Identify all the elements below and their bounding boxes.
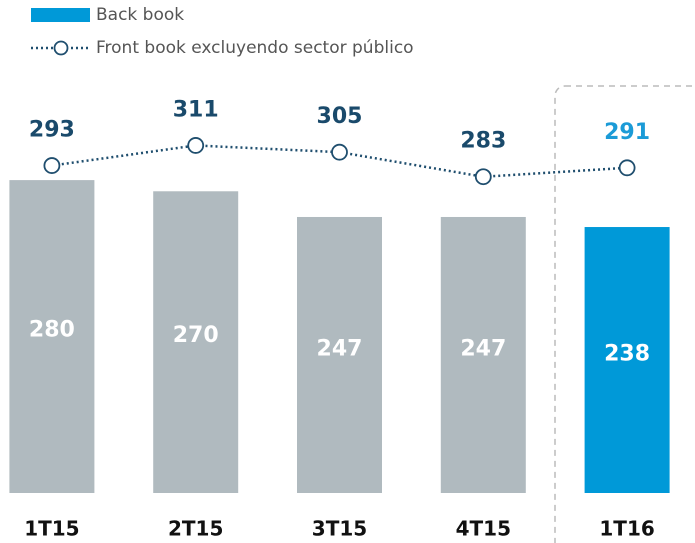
line-marker bbox=[43, 157, 61, 174]
line-marker bbox=[618, 159, 636, 177]
x-tick-label: 1T15 bbox=[24, 517, 79, 541]
bar bbox=[9, 180, 95, 493]
bar bbox=[440, 216, 526, 494]
line-marker bbox=[474, 168, 492, 186]
bar-value-label: 247 bbox=[317, 336, 363, 361]
bar-value-label: 280 bbox=[29, 317, 75, 342]
line-marker bbox=[187, 137, 205, 154]
legend-swatch-marker bbox=[53, 40, 69, 56]
line bbox=[51, 144, 628, 179]
legend-swatch-bar bbox=[31, 8, 90, 22]
line-value-label: 305 bbox=[317, 104, 363, 129]
x-tick-label: 1T16 bbox=[599, 517, 654, 541]
bar-value-label: 238 bbox=[604, 342, 650, 367]
bar-value-label: 247 bbox=[460, 336, 506, 361]
legend-label: Back book bbox=[96, 5, 184, 25]
line-value-label: 291 bbox=[604, 120, 650, 145]
line-value-label: 293 bbox=[29, 118, 75, 143]
bar bbox=[297, 216, 382, 494]
legend-label: Front book excluyendo sector público bbox=[96, 38, 414, 58]
bar bbox=[584, 227, 670, 493]
line-marker bbox=[331, 143, 348, 161]
line-value-label: 311 bbox=[173, 97, 219, 122]
x-tick-label: 4T15 bbox=[456, 517, 511, 541]
line-value-label: 283 bbox=[460, 129, 506, 154]
bar-value-label: 270 bbox=[173, 323, 219, 348]
x-tick-label: 3T15 bbox=[312, 517, 367, 541]
bar bbox=[153, 191, 239, 493]
x-tick-label: 2T15 bbox=[168, 517, 223, 541]
highlight-box bbox=[554, 85, 695, 543]
